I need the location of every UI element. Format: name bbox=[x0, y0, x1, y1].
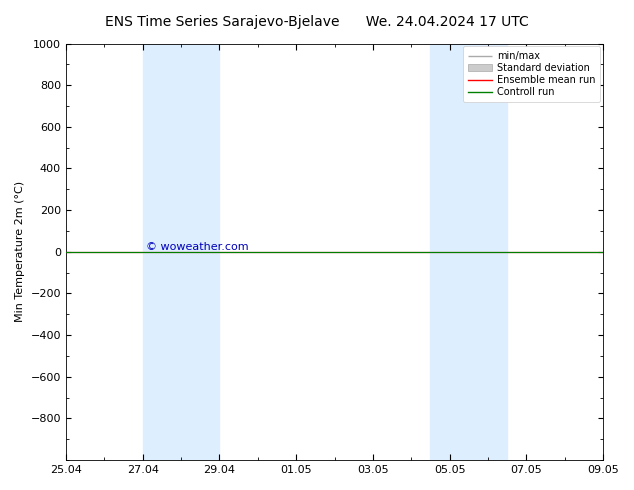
Legend: min/max, Standard deviation, Ensemble mean run, Controll run: min/max, Standard deviation, Ensemble me… bbox=[463, 47, 600, 102]
Text: ENS Time Series Sarajevo-Bjelave      We. 24.04.2024 17 UTC: ENS Time Series Sarajevo-Bjelave We. 24.… bbox=[105, 15, 529, 29]
Bar bbox=[430, 44, 507, 460]
Y-axis label: Min Temperature 2m (°C): Min Temperature 2m (°C) bbox=[15, 181, 25, 322]
Text: © woweather.com: © woweather.com bbox=[146, 242, 249, 252]
Bar bbox=[143, 44, 219, 460]
